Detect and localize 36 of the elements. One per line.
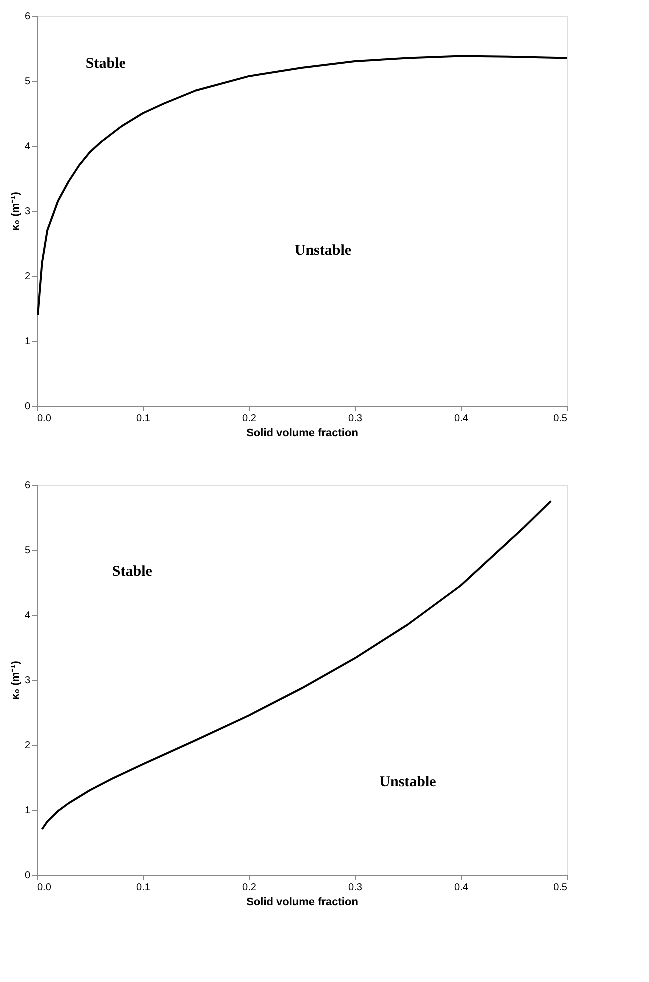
y-tick-label: 0	[24, 870, 31, 882]
x-tick-label: 0.3	[348, 882, 363, 894]
y-tick-label: 3	[24, 676, 31, 686]
y-tick-label: 5	[24, 76, 31, 88]
y-axis-title: κ₀ (m⁻¹)	[10, 192, 22, 231]
line-series	[41, 500, 552, 830]
y-tick-label: 3	[24, 206, 31, 218]
y-tick-label: 2	[24, 740, 31, 752]
x-tick-label: 0.1	[136, 414, 151, 424]
x-tick-label: 0.5	[554, 414, 568, 424]
y-tick-label: 5	[24, 546, 31, 556]
x-tick-label: 0.2	[242, 414, 257, 424]
y-axis-title: κ₀ (m⁻¹)	[10, 660, 22, 700]
y-tick-label: 4	[24, 142, 31, 152]
x-tick-label: 0.1	[136, 882, 151, 894]
x-tick-label: 0.5	[554, 882, 568, 894]
y-tick-label: 2	[24, 272, 31, 282]
x-tick-label: 0.4	[454, 882, 469, 894]
y-tick-label: 6	[24, 480, 31, 492]
x-tick-label: 0.2	[242, 882, 257, 894]
x-tick-label: 0.0	[38, 414, 52, 424]
annotation: Stable	[86, 56, 126, 72]
y-tick-label: 1	[24, 806, 31, 816]
y-tick-label: 1	[24, 336, 31, 348]
x-axis-title: Solid volume fraction	[246, 896, 359, 908]
annotation: Stable	[112, 564, 153, 580]
y-tick-label: 6	[24, 12, 31, 22]
y-tick-label: 4	[24, 610, 31, 622]
x-tick-label: 0.3	[348, 414, 363, 424]
line-series	[37, 55, 568, 316]
annotation: Unstable	[380, 774, 437, 790]
x-tick-label: 0.4	[454, 414, 469, 424]
annotation: Unstable	[294, 243, 352, 259]
x-tick-label: 0.0	[38, 882, 52, 894]
y-tick-label: 0	[24, 402, 31, 412]
x-axis-title: Solid volume fraction	[246, 428, 359, 440]
